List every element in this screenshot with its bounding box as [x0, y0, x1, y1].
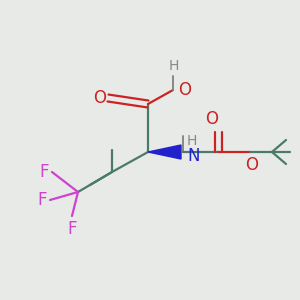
Polygon shape: [148, 145, 181, 159]
Text: H: H: [187, 134, 197, 148]
Text: H: H: [169, 59, 179, 73]
Text: O: O: [178, 81, 191, 99]
Text: O: O: [94, 89, 106, 107]
Text: F: F: [67, 220, 77, 238]
Text: O: O: [245, 156, 259, 174]
Text: N: N: [187, 147, 200, 165]
Text: F: F: [39, 163, 49, 181]
Text: F: F: [37, 191, 47, 209]
Text: O: O: [206, 110, 218, 128]
